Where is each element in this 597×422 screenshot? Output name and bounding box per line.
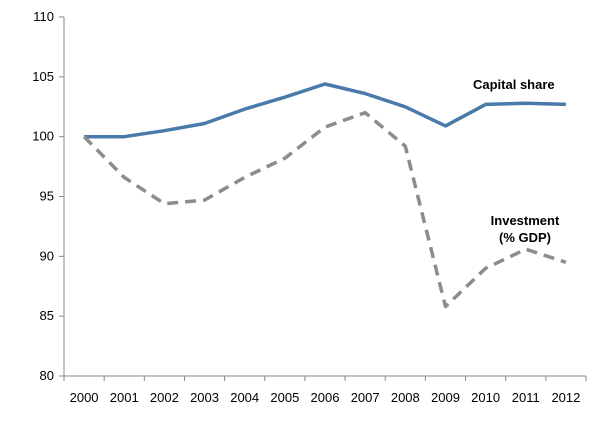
x-tick-label: 2003 (190, 390, 219, 405)
y-tick-label: 110 (33, 9, 54, 24)
capital-share-label: Capital share (473, 77, 555, 92)
y-tick-label: 105 (32, 69, 54, 84)
x-tick-label: 2002 (150, 390, 179, 405)
y-tick-label: 90 (40, 248, 54, 263)
x-tick-label: 2009 (431, 390, 460, 405)
y-ticks: 80 85 90 95 100 105 110 (32, 9, 64, 383)
y-tick-label: 85 (40, 308, 54, 323)
y-tick-label: 100 (32, 129, 54, 144)
investment-line (82, 110, 567, 309)
x-tick-label: 2010 (471, 390, 500, 405)
investment-label-line2: (% GDP) (499, 230, 551, 245)
x-tick-label: 2008 (391, 390, 420, 405)
x-tick-label: 2011 (512, 390, 540, 405)
x-ticks: 2000 2001 2002 2003 2004 2005 2006 2007 2008 2009… (63, 376, 587, 405)
x-tick-label: 2001 (110, 390, 139, 405)
x-tick-label: 2012 (551, 390, 580, 405)
x-tick-label: 2007 (351, 390, 380, 405)
x-tick-label: 2006 (311, 390, 340, 405)
x-tick-label: 2005 (270, 390, 299, 405)
x-tick-label: 2004 (230, 390, 259, 405)
investment-label-line1: Investment (491, 213, 560, 228)
capital-share-line (84, 82, 566, 139)
y-tick-label: 80 (40, 368, 54, 383)
x-tick-label: 2000 (70, 390, 99, 405)
series-lines (82, 82, 567, 309)
y-tick-label: 95 (40, 189, 54, 204)
